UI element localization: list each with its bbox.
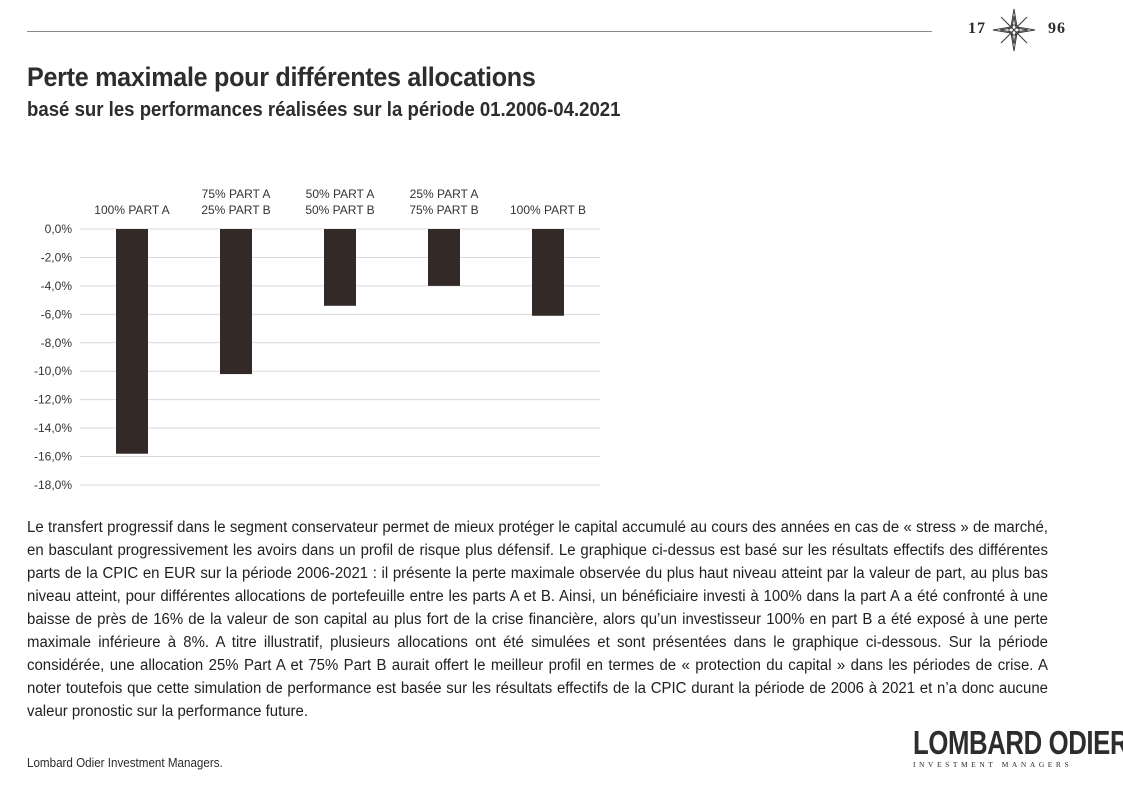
logo-tagline: INVESTMENT MANAGERS	[913, 760, 1073, 769]
y-tick-label: -6,0%	[41, 307, 73, 321]
y-tick-label: -8,0%	[41, 336, 73, 350]
footer-note: Lombard Odier Investment Managers.	[27, 756, 223, 770]
bar	[428, 229, 460, 286]
y-tick-label: -10,0%	[34, 364, 72, 378]
y-tick-label: 0,0%	[45, 222, 73, 236]
page-title: Perte maximale pour différentes allocati…	[27, 62, 536, 92]
header-rule	[27, 31, 932, 32]
bar	[116, 229, 148, 454]
category-label: 25% PART A	[410, 187, 479, 201]
emblem-year-left: 17	[968, 20, 986, 37]
emblem-year-right: 96	[1048, 20, 1066, 37]
logo-wordmark: LOMBARD ODIER	[913, 724, 1123, 761]
y-tick-label: -4,0%	[41, 279, 73, 293]
bar	[532, 229, 564, 316]
body-paragraph: Le transfert progressif dans le segment …	[27, 519, 1048, 720]
y-tick-label: -14,0%	[34, 421, 72, 435]
page-subtitle: basé sur les performances réalisées sur …	[27, 99, 621, 121]
category-label: 100% PART B	[510, 203, 586, 217]
max-drawdown-bar-chart: 0,0% -2,0% -4,0% -6,0% -8,0% -10,0% -12,0% -14,…	[34, 187, 600, 492]
category-label: 25% PART B	[201, 203, 270, 217]
y-tick-label: -18,0%	[34, 478, 72, 492]
category-label: 100% PART A	[94, 203, 169, 217]
compass-star-icon	[992, 8, 1036, 52]
y-tick-label: -16,0%	[34, 450, 72, 464]
lombard-odier-logo: LOMBARD ODIER INVESTMENT MANAGERS	[913, 724, 1123, 769]
bar	[324, 229, 356, 306]
category-label: 75% PART A	[202, 187, 271, 201]
category-label: 50% PART B	[305, 203, 374, 217]
emblem: 17 96	[960, 8, 1080, 52]
y-tick-label: -2,0%	[41, 250, 73, 264]
y-tick-label: -12,0%	[34, 393, 72, 407]
category-label: 75% PART B	[409, 203, 478, 217]
bar	[220, 229, 252, 375]
category-label: 50% PART A	[306, 187, 375, 201]
